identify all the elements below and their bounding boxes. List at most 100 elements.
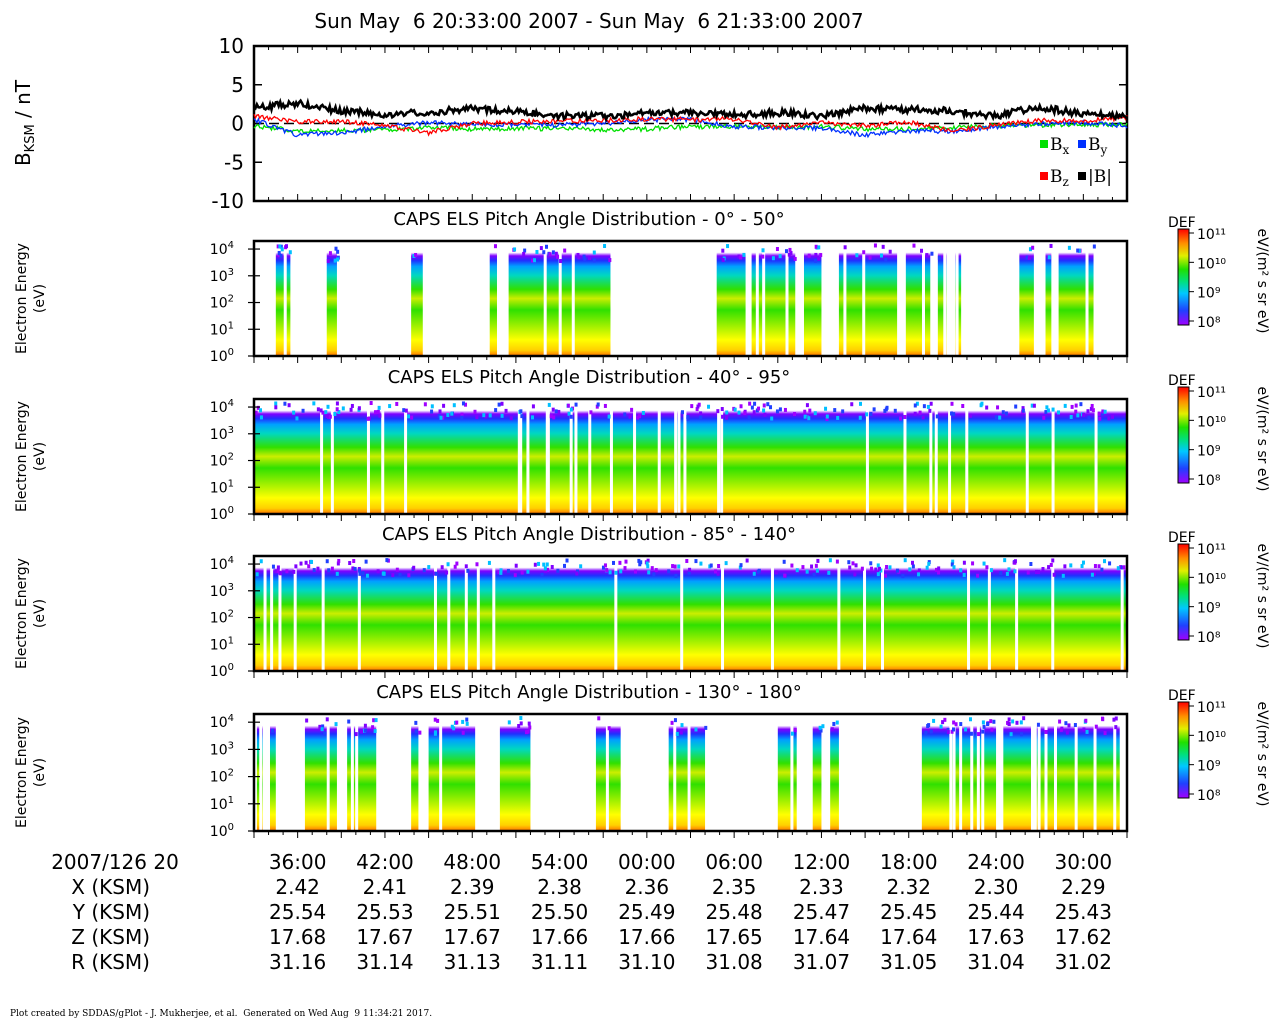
ephemeris-value: 25.53: [356, 900, 413, 924]
speckle: [1036, 722, 1040, 727]
data-gap: [1037, 725, 1041, 831]
data-gap: [899, 252, 903, 356]
data-gap: [283, 252, 287, 356]
colorbar-label: DEF: [1168, 215, 1196, 231]
speckle: [807, 416, 811, 421]
ephemeris-value: 25.50: [531, 900, 588, 924]
speckle: [366, 416, 370, 421]
speckle: [376, 569, 380, 574]
speckle: [903, 558, 907, 563]
speckle: [548, 252, 552, 257]
speckle: [381, 571, 385, 576]
colorbar-gradient: [1177, 386, 1190, 484]
speckle: [1089, 406, 1093, 411]
data-gap: [862, 252, 866, 356]
speckle: [1026, 570, 1030, 575]
speckle: [1015, 720, 1019, 725]
speckle: [893, 408, 897, 413]
speckle: [1051, 558, 1055, 563]
speckle: [977, 732, 981, 737]
speckle: [504, 408, 508, 413]
speckle: [929, 401, 933, 406]
speckle: [724, 561, 728, 566]
speckle: [569, 407, 573, 412]
speckle: [526, 569, 530, 574]
speckle: [1029, 561, 1033, 566]
time-tick-label: 24:00: [967, 850, 1025, 874]
speckle: [1070, 404, 1074, 409]
speckle: [1041, 566, 1045, 571]
data-gap: [1015, 567, 1019, 671]
speckle: [336, 561, 340, 566]
speckle: [628, 414, 632, 419]
speckle: [985, 405, 989, 410]
speckle: [917, 568, 921, 573]
speckle: [817, 256, 821, 261]
data-gap: [295, 252, 299, 356]
speckle: [981, 720, 985, 725]
speckle: [920, 248, 924, 253]
energy-tick-label: 101: [210, 795, 234, 813]
speckle: [990, 727, 994, 732]
speckle: [284, 244, 288, 249]
data-gap: [929, 410, 933, 514]
speckle: [324, 410, 328, 415]
speckle: [414, 729, 418, 734]
speckle: [762, 408, 766, 413]
speckle: [1114, 725, 1118, 730]
speckle: [509, 416, 513, 421]
speckle: [537, 561, 541, 566]
data-gap: [1044, 725, 1048, 831]
data-block: [921, 714, 997, 831]
speckle: [574, 402, 578, 407]
data-gap: [263, 567, 267, 671]
time-tick-label: 30:00: [1055, 850, 1113, 874]
data-gap: [300, 725, 304, 831]
energy-tick-label: 101: [210, 320, 234, 338]
legend-label: Bz: [1050, 167, 1069, 189]
speckle: [789, 250, 793, 255]
speckle: [337, 410, 341, 415]
mag-y-ticks: 10 5 0 -5 -10: [211, 34, 1128, 213]
speckle: [771, 256, 775, 261]
data-block: [830, 714, 839, 831]
data-gap: [433, 567, 437, 671]
data-gap: [366, 410, 370, 514]
speckle: [1065, 730, 1069, 735]
speckle: [876, 572, 880, 577]
data-gap: [997, 252, 1001, 356]
speckle: [1094, 724, 1098, 729]
speckle: [522, 251, 526, 256]
speckle: [1112, 717, 1116, 722]
speckle: [652, 572, 656, 577]
speckle: [946, 729, 950, 734]
speckle: [545, 562, 549, 567]
speckle: [453, 564, 457, 569]
speckle: [386, 558, 390, 563]
speckle: [929, 729, 933, 734]
speckle: [709, 563, 713, 568]
speckle: [323, 731, 327, 736]
time-axis: 2007/126 20 36:00 42:00 48:00 54:00 00:00 06:…: [51, 850, 1112, 874]
speckle: [412, 253, 416, 258]
speckle: [1097, 411, 1101, 416]
speckle: [1097, 564, 1101, 569]
speckle: [582, 254, 586, 259]
ephemeris-value: 25.51: [444, 900, 501, 924]
speckle: [1114, 716, 1118, 721]
data-gap: [837, 567, 841, 671]
speckle: [876, 563, 880, 568]
spectrogram-panels: CAPS ELS Pitch Angle Distribution - 0° -…: [14, 209, 1129, 840]
speckle: [374, 410, 378, 415]
speckle: [814, 563, 818, 568]
data-gap: [1093, 725, 1097, 831]
speckle: [487, 560, 491, 565]
ephemeris-value: 2.42: [275, 875, 320, 899]
speckle: [437, 413, 441, 418]
speckle: [707, 404, 711, 409]
spectrogram-data: [256, 714, 1120, 831]
speckle: [645, 561, 649, 566]
speckle: [565, 558, 569, 563]
speckle: [312, 568, 316, 573]
